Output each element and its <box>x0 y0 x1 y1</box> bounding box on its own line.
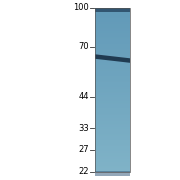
Text: 22: 22 <box>78 168 89 177</box>
Text: 70: 70 <box>78 42 89 51</box>
Text: 100: 100 <box>73 3 89 12</box>
Bar <box>95 8 130 172</box>
Text: 33: 33 <box>78 124 89 133</box>
Text: kDa: kDa <box>71 0 89 3</box>
Text: 27: 27 <box>78 145 89 154</box>
Text: 44: 44 <box>78 92 89 101</box>
Polygon shape <box>95 54 130 63</box>
